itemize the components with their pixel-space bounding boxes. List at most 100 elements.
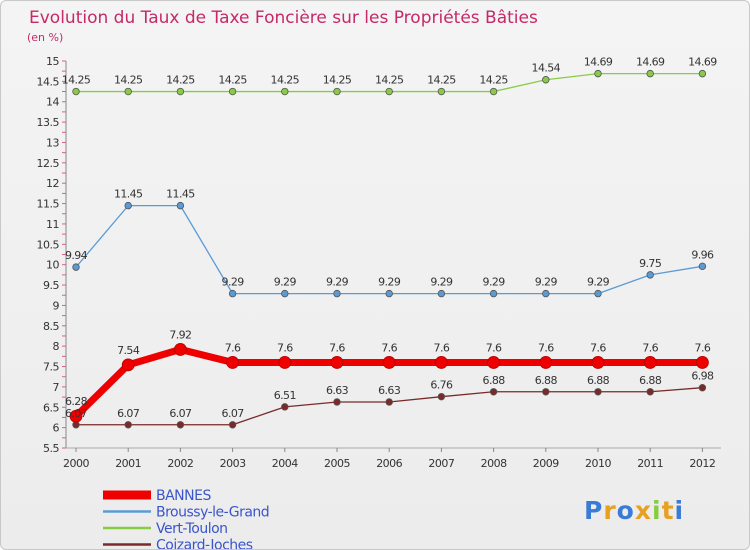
data-point-vert-toulon (437, 87, 446, 96)
data-label-bannes: 7.6 (329, 341, 345, 354)
data-point-vert-toulon (72, 87, 80, 96)
data-label-broussy-le-grand: 9.75 (639, 257, 662, 270)
data-point-vert-toulon (542, 76, 550, 84)
series-broussy-le-grand (72, 201, 707, 298)
data-point-bannes (591, 356, 605, 369)
data-point-bannes (330, 356, 344, 369)
x-tick-label: 2000 (63, 457, 89, 470)
data-label-vert-toulon: 14.54 (532, 62, 561, 75)
x-tick-label: 2003 (220, 457, 246, 470)
data-point-broussy-le-grand (333, 289, 341, 298)
data-label-bannes: 7.6 (486, 341, 502, 354)
data-point-bannes (278, 356, 292, 369)
data-point-coizard-joches (489, 388, 498, 396)
data-label-bannes: 7.6 (434, 341, 450, 354)
data-point-bannes (173, 343, 187, 356)
data-point-vert-toulon (646, 69, 654, 78)
data-point-vert-toulon (281, 87, 289, 96)
data-label-broussy-le-grand: 11.45 (114, 188, 143, 201)
data-label-broussy-le-grand: 9.29 (535, 276, 558, 289)
y-tick-label: 7 (53, 381, 60, 394)
data-label-coizard-joches: 6.63 (326, 384, 349, 397)
data-label-broussy-le-grand: 9.29 (326, 276, 349, 289)
data-label-vert-toulon: 14.25 (479, 74, 508, 87)
series-vert-toulon (72, 69, 707, 96)
y-tick-label: 10.5 (37, 238, 60, 251)
y-tick-label: 10 (46, 259, 59, 272)
data-label-vert-toulon: 14.25 (271, 74, 300, 87)
data-point-broussy-le-grand (176, 201, 185, 210)
data-point-bannes (226, 356, 240, 369)
x-tick-label: 2002 (167, 457, 193, 470)
data-point-vert-toulon (385, 87, 393, 96)
x-tick-label: 2011 (637, 457, 663, 470)
data-label-bannes: 7.6 (381, 341, 397, 354)
data-label-vert-toulon: 14.69 (584, 56, 613, 69)
data-point-broussy-le-grand (489, 289, 498, 298)
data-labels: 14.25 14.25 14.25 14.25 14.25 14.25 14.25 14.25… (62, 56, 718, 420)
x-tick-label: 2007 (428, 457, 454, 470)
data-point-broussy-le-grand (228, 289, 237, 298)
data-label-vert-toulon: 14.25 (375, 74, 404, 87)
x-tick-label: 2012 (689, 457, 715, 470)
series-bannes (69, 343, 709, 423)
data-point-vert-toulon (489, 87, 498, 96)
data-label-coizard-joches: 6.07 (222, 407, 245, 420)
data-point-coizard-joches (385, 398, 393, 406)
data-point-bannes (434, 356, 448, 369)
logo-letter: i (675, 496, 685, 525)
data-point-broussy-le-grand (542, 289, 550, 298)
data-point-broussy-le-grand (437, 289, 446, 298)
chart-title: Evolution du Taux de Taxe Foncière sur l… (29, 8, 538, 28)
data-point-vert-toulon (228, 87, 237, 96)
logo-letter: P (584, 496, 603, 525)
x-tick-label: 2009 (533, 457, 559, 470)
data-point-vert-toulon (333, 87, 341, 96)
data-point-bannes (487, 356, 501, 369)
y-tick-label: 5.5 (43, 442, 59, 455)
data-label-bannes: 7.6 (538, 341, 554, 354)
data-label-coizard-joches: 6.07 (65, 407, 88, 420)
data-point-broussy-le-grand (385, 289, 393, 298)
data-label-coizard-joches: 6.63 (378, 384, 401, 397)
data-label-vert-toulon: 14.25 (323, 74, 352, 87)
x-tick-label: 2006 (376, 457, 402, 470)
y-tick-label: 8.5 (43, 320, 59, 333)
data-point-bannes (69, 409, 83, 423)
data-point-bannes (696, 356, 709, 369)
data-label-broussy-le-grand: 9.29 (587, 276, 610, 289)
legend-label-broussy-le-grand: Broussy-le-Grand (156, 505, 269, 521)
x-tick-label: 2001 (115, 457, 141, 470)
data-point-broussy-le-grand (698, 262, 707, 271)
legend-label-bannes: BANNES (156, 488, 211, 504)
data-point-bannes (121, 358, 135, 372)
data-point-bannes (539, 356, 553, 369)
data-point-coizard-joches (594, 388, 602, 396)
data-point-vert-toulon (698, 69, 707, 78)
series-layer (69, 69, 709, 429)
axes: 5.566.577.588.599.51010.51111.51212.5131… (37, 55, 721, 470)
y-tick-label: 9.5 (43, 279, 59, 292)
logo-letter: r (603, 496, 616, 525)
y-tick-label: 15 (46, 55, 59, 68)
x-tick-label: 2004 (272, 457, 298, 470)
logo-letter: i (652, 496, 662, 525)
logo-letter: x (635, 496, 652, 525)
data-label-bannes: 6.28 (65, 395, 88, 408)
data-label-bannes: 7.6 (277, 341, 293, 354)
data-point-coizard-joches (124, 421, 132, 429)
data-point-vert-toulon (594, 69, 602, 78)
data-point-coizard-joches (646, 388, 654, 396)
y-tick-label: 14.5 (37, 75, 60, 88)
data-point-coizard-joches (228, 421, 237, 429)
data-point-bannes (382, 356, 396, 369)
data-label-vert-toulon: 14.69 (636, 56, 665, 69)
y-tick-label: 12 (46, 177, 59, 190)
data-point-bannes (643, 356, 657, 369)
data-label-coizard-joches: 6.88 (587, 374, 610, 387)
data-label-coizard-joches: 6.07 (117, 407, 140, 420)
data-point-vert-toulon (124, 87, 132, 96)
data-label-broussy-le-grand: 9.29 (430, 276, 453, 289)
data-label-vert-toulon: 14.69 (688, 56, 717, 69)
